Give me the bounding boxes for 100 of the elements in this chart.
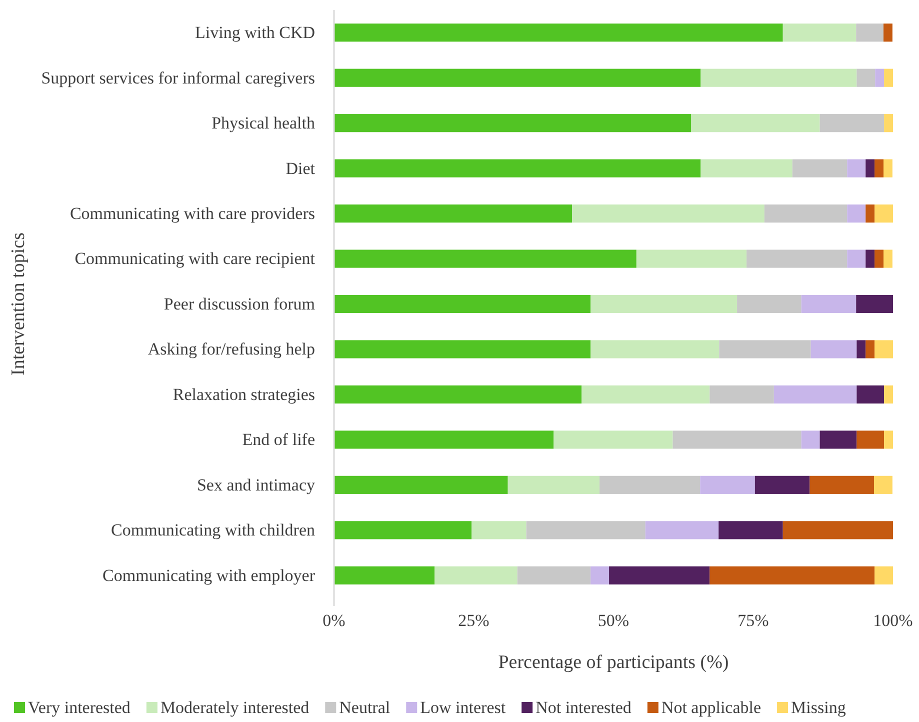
bar: [820, 114, 884, 132]
bar: [672, 430, 802, 449]
bar: [866, 250, 875, 268]
y-tick-label: End of life: [242, 430, 315, 450]
bar: [874, 250, 884, 268]
bar: [609, 566, 710, 584]
bar: [590, 566, 610, 584]
bar: [718, 521, 783, 540]
bar: [883, 250, 892, 268]
legend-label: Not applicable: [661, 698, 762, 717]
bar: [874, 566, 893, 584]
y-tick-label: Communicating with employer: [102, 566, 316, 585]
y-tick-label: Asking for/refusing help: [148, 340, 315, 359]
bar: [856, 68, 876, 87]
bar: [700, 159, 792, 178]
bar: [334, 476, 508, 494]
y-tick-label: Support services for informal caregivers: [41, 68, 315, 88]
bar: [334, 294, 591, 314]
bar: [764, 204, 848, 223]
bar: [782, 521, 893, 540]
legend-label: Low interest: [420, 698, 506, 717]
bar: [700, 476, 755, 494]
bar: [691, 114, 820, 132]
bar: [847, 250, 866, 268]
y-axis-title: Intervention topics: [8, 232, 29, 376]
x-tick-label: 25%: [458, 611, 490, 630]
bar: [801, 430, 820, 449]
bar: [334, 430, 554, 449]
bar: [334, 114, 692, 132]
bar: [710, 566, 875, 584]
bar: [847, 159, 866, 178]
bar: [517, 566, 591, 584]
bar: [508, 476, 600, 494]
bar: [866, 340, 875, 358]
bar: [334, 566, 435, 584]
bar: [847, 204, 866, 223]
bar: [334, 521, 472, 540]
bar: [434, 566, 518, 584]
bar: [856, 385, 884, 404]
bar: [866, 159, 875, 178]
bar: [582, 385, 710, 404]
x-tick-label: 100%: [873, 611, 913, 630]
legend-label: Moderately interested: [160, 698, 310, 717]
bar: [883, 24, 892, 42]
x-tick-label: 50%: [598, 611, 630, 630]
bar: [774, 385, 857, 404]
bar: [874, 204, 893, 223]
legend-label: Neutral: [339, 698, 390, 717]
bar: [856, 24, 884, 42]
bar: [700, 68, 857, 87]
y-tick-label: Communicating with children: [111, 520, 316, 540]
y-tick-label: Communicating with care recipient: [74, 249, 316, 268]
bar: [856, 294, 893, 314]
y-tick-label: Physical health: [212, 114, 316, 133]
bar: [884, 385, 893, 404]
bar: [636, 250, 747, 268]
bar: [334, 68, 701, 87]
y-tick-label: Sex and intimacy: [196, 475, 316, 494]
bar: [334, 385, 582, 404]
y-tick-label: Living with CKD: [195, 23, 315, 42]
legend-label: Very interested: [28, 698, 131, 717]
bar: [792, 159, 848, 178]
bar: [801, 294, 856, 314]
bar: [590, 340, 720, 358]
x-axis-title: Percentage of participants (%): [498, 652, 729, 673]
bar: [334, 159, 701, 178]
bar: [883, 159, 892, 178]
bar: [782, 24, 856, 42]
bar: [856, 340, 866, 358]
bar: [820, 430, 857, 449]
y-tick-label: Relaxation strategies: [172, 384, 315, 404]
bar: [866, 204, 875, 223]
bar: [810, 340, 857, 358]
bar: [737, 294, 802, 314]
bar: [856, 430, 884, 449]
y-tick-label: Diet: [286, 158, 316, 178]
x-tick-label: 75%: [738, 611, 769, 630]
bar: [554, 430, 673, 449]
bar: [874, 476, 892, 494]
bar: [334, 204, 572, 223]
bar: [874, 340, 893, 358]
bar: [875, 68, 884, 87]
legend-label: Missing: [791, 698, 846, 717]
legend-label: Not interested: [536, 698, 632, 717]
bar: [754, 476, 810, 494]
bar: [874, 159, 884, 178]
bar: [710, 385, 774, 404]
bar: [884, 430, 893, 449]
bar: [746, 250, 848, 268]
bar: [572, 204, 764, 223]
y-tick-label: Peer discussion forum: [164, 294, 315, 314]
bar: [884, 114, 893, 132]
bar: [334, 24, 783, 42]
y-tick-label: Communicating with care providers: [70, 204, 315, 223]
bar: [590, 294, 738, 314]
bar: [810, 476, 874, 494]
bar: [645, 521, 719, 540]
bar: [334, 340, 591, 358]
bar: [526, 521, 646, 540]
bar: [884, 68, 893, 87]
